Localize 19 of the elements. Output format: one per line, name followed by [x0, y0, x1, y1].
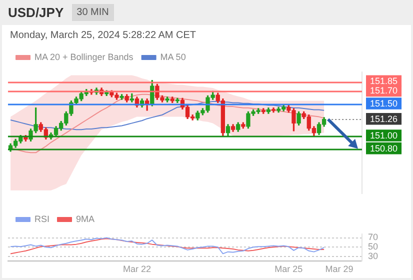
x-tick-label: Mar 25 — [274, 264, 303, 274]
legend-label: RSI — [34, 214, 50, 224]
y-tick-label: 151.85 — [370, 76, 398, 86]
y-tick-label: 50 — [368, 242, 378, 252]
text: Monday, March 25, 2024 5:28:22 AM CET — [10, 30, 196, 40]
y-tick-label: 151.26 — [370, 114, 398, 124]
legend-label: MA 50 — [160, 52, 186, 62]
chart-title: USD/JPY — [8, 5, 64, 20]
y-tick-label: 151.00 — [370, 130, 398, 140]
legend-label: MA 20 + Bollinger Bands — [34, 52, 134, 62]
y-tick-label: 151.50 — [370, 98, 398, 108]
chart-subtitle: 30 MIN — [72, 4, 114, 21]
y-tick-label: 30 — [368, 250, 378, 261]
y-tick-label: 150.80 — [370, 143, 398, 154]
x-tick-label: Mar 22 — [122, 264, 151, 274]
y-tick-label: 151.70 — [370, 86, 398, 96]
y-tick-label: 70 — [368, 232, 378, 242]
x-tick-label: Mar 29 — [325, 264, 354, 274]
legend-label: 9MA — [76, 214, 95, 224]
